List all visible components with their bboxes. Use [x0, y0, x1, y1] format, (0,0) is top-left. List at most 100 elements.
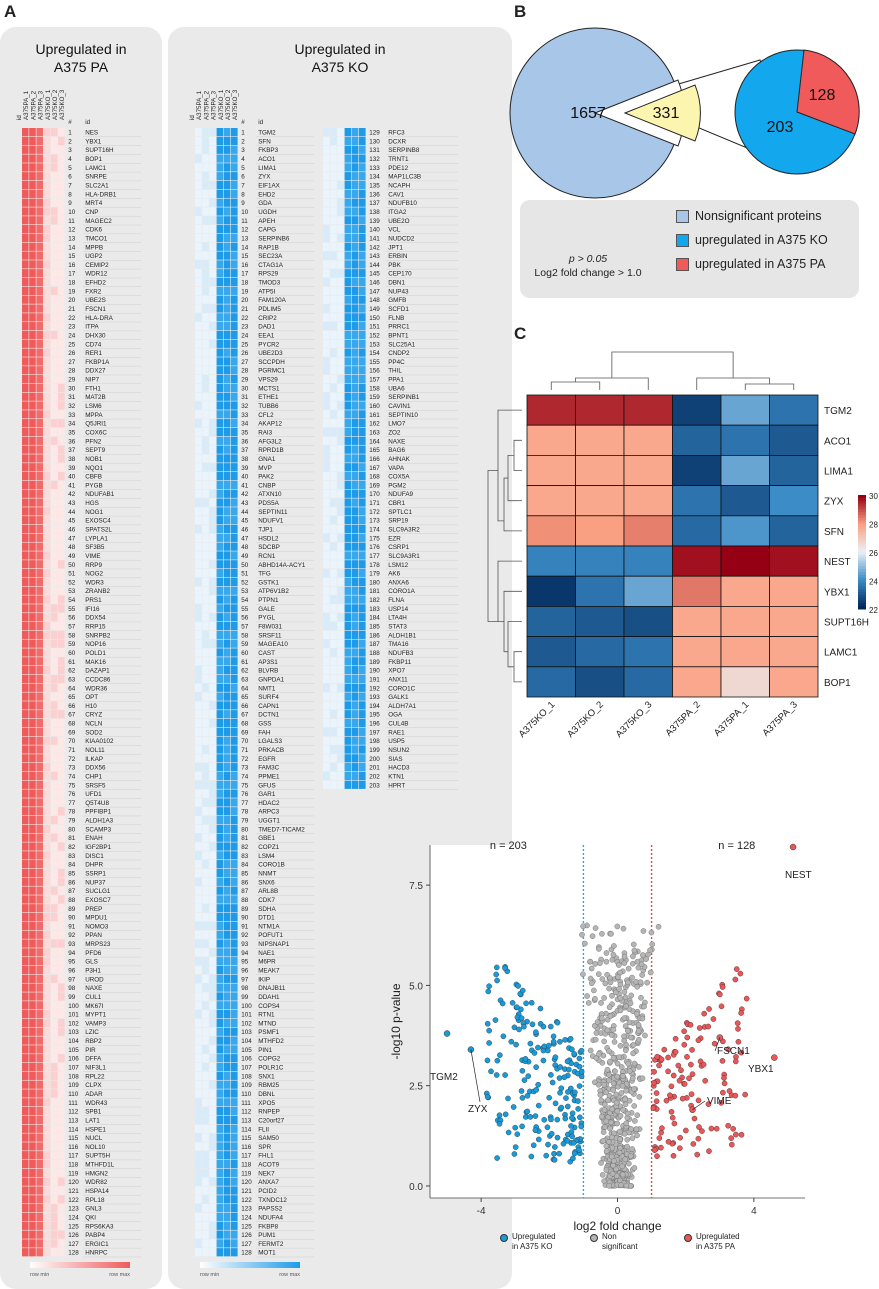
ns-point [643, 956, 649, 962]
ko-point [525, 1058, 532, 1065]
pa-point [696, 1025, 703, 1031]
ns-point [623, 1045, 629, 1052]
ns-point [613, 1166, 619, 1172]
ko-point [518, 1088, 525, 1094]
ns-point [616, 1163, 623, 1170]
scale-step [858, 560, 866, 564]
ns-point [604, 1114, 610, 1121]
pa-point [719, 981, 726, 988]
ns-point [610, 1095, 616, 1101]
ko-point [567, 1158, 574, 1165]
ns-point [600, 1129, 607, 1135]
ns-point [611, 986, 618, 993]
ns-point [625, 1129, 632, 1136]
ko-point [523, 1000, 529, 1007]
ns-point [622, 1002, 629, 1008]
ns-point [618, 1090, 625, 1096]
ns-point [603, 1081, 610, 1088]
ko-point [565, 1103, 571, 1110]
pa-point [711, 1040, 718, 1047]
pa-point [701, 1010, 707, 1017]
ko-point [528, 1047, 535, 1054]
ko-point [566, 1045, 572, 1051]
heat-cell [672, 606, 722, 638]
ns-point [606, 1077, 612, 1084]
ns-point [625, 1060, 632, 1067]
col-label: A375KO_2 [565, 699, 606, 740]
ns-point [614, 1073, 621, 1080]
ns-point [620, 1106, 626, 1113]
ns-point [617, 1145, 623, 1151]
ns-point [620, 1073, 626, 1079]
ko-point [519, 1123, 525, 1130]
nonsig-swatch [676, 209, 689, 223]
ns-point [609, 1178, 615, 1184]
ko-point [514, 1014, 521, 1021]
ko-point [535, 1081, 541, 1088]
ns-point [592, 1079, 598, 1086]
label-1657: 1657 [570, 105, 606, 122]
pa-point [670, 1052, 677, 1058]
ns-point [623, 1084, 630, 1091]
scale-step [858, 586, 866, 590]
ns-point [598, 1000, 604, 1006]
ns-point [616, 1180, 623, 1186]
ko-point [541, 1043, 548, 1050]
ns-point [606, 1097, 613, 1103]
ns-point [614, 1169, 620, 1176]
pa-point [669, 1140, 676, 1147]
volcano-legend: Upregulated in A375 KO Non significant Upr… [500, 1232, 760, 1268]
ns-point [611, 1181, 617, 1188]
heat-cell [575, 606, 625, 638]
pa-point [720, 1089, 726, 1096]
ns-point [616, 1146, 623, 1152]
scale-step [858, 549, 866, 553]
ko-point [535, 1128, 542, 1134]
ns-point [619, 1180, 626, 1186]
ns-point [608, 1032, 615, 1038]
ns-point [613, 989, 619, 996]
ns-point [637, 1026, 643, 1032]
ns-point [619, 1174, 626, 1181]
pa-point [699, 1128, 705, 1134]
ko-point [577, 1114, 583, 1121]
ns-point [608, 1174, 615, 1181]
pa-point [733, 1131, 739, 1138]
ns-point [598, 1097, 605, 1104]
ko-point [546, 1094, 552, 1101]
ns-point [626, 1097, 633, 1104]
ns-point [620, 1169, 626, 1176]
pa-point [721, 1080, 728, 1087]
ns-point [591, 987, 597, 994]
ns-point [618, 1182, 624, 1188]
ko-point [570, 1155, 576, 1162]
ns-point [634, 1112, 641, 1118]
pa-point [742, 1091, 748, 1098]
ns-point [596, 944, 602, 950]
ko-point [577, 1150, 583, 1157]
ns-point [627, 1182, 634, 1189]
ns-point [618, 1054, 625, 1061]
ns-point [615, 974, 621, 980]
ns-point [624, 1033, 630, 1039]
ko-point [540, 1047, 547, 1054]
ko-point [574, 1070, 581, 1077]
ns-point [622, 1156, 629, 1163]
ns-point [624, 1110, 631, 1117]
ns-point [624, 1177, 630, 1184]
pa-point [653, 1106, 660, 1112]
ko-point [551, 1056, 558, 1063]
ko-point [556, 1150, 562, 1157]
scale-step [858, 589, 866, 593]
ns-point [613, 1173, 620, 1179]
ns-point [626, 1116, 633, 1122]
ns-point [599, 1138, 606, 1145]
ns-point [611, 1170, 618, 1177]
ko-point [554, 1116, 561, 1123]
ns-point [631, 1165, 638, 1171]
ns-point [625, 1153, 631, 1160]
ns-point [616, 1174, 622, 1181]
ns-point [616, 1145, 623, 1151]
highlight-point [771, 1054, 778, 1061]
ns-point [623, 1015, 630, 1021]
